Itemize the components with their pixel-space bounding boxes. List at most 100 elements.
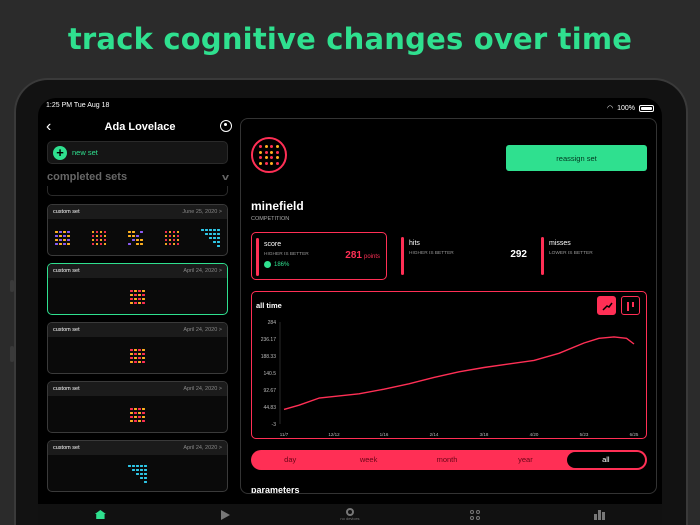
wifi-icon: ◠ <box>606 105 614 112</box>
minefield-mini-icon <box>130 348 145 364</box>
change-percent: 186% <box>274 261 290 268</box>
grid-test-icon <box>55 230 70 246</box>
tab-bar: no devices <box>38 504 662 525</box>
profile-icon[interactable] <box>220 120 232 132</box>
y-tick-label: 92.67 <box>263 388 276 394</box>
score-unit: points <box>363 254 380 260</box>
score-value: 281 <box>345 250 362 261</box>
stat-subtitle: LOWER IS BETTER <box>549 251 593 256</box>
set-card[interactable]: custom set April 24, 2020 > <box>47 381 228 433</box>
set-date: April 24, 2020 > <box>183 268 222 274</box>
tab-stats[interactable] <box>580 509 620 520</box>
stat-accent-bar <box>401 237 404 275</box>
set-date: June 25, 2020 > <box>182 209 222 215</box>
range-tab-all[interactable]: all <box>566 452 646 468</box>
y-tick-label: 188.33 <box>261 354 277 360</box>
battery-icon <box>639 104 654 112</box>
chevron-down-icon: v <box>221 172 230 182</box>
set-card[interactable]: custom set April 24, 2020 > <box>47 440 228 492</box>
hits-value: 292 <box>510 249 527 260</box>
triangle-test-icon <box>201 228 220 248</box>
range-tab-week[interactable]: week <box>359 455 378 464</box>
range-tab-year[interactable]: year <box>518 455 533 464</box>
minefield-test-icon <box>251 137 287 173</box>
stat-label: hits <box>409 240 420 247</box>
tab-devices[interactable]: no devices <box>330 508 370 521</box>
status-time: 1:25 PM Tue Aug 18 <box>46 102 110 109</box>
checker-test-icon <box>91 230 107 246</box>
score-stat[interactable]: score HIGHER IS BETTER 186% 281 points <box>251 232 387 280</box>
score-series-line <box>283 336 635 411</box>
devices-label: no devices <box>340 516 360 521</box>
play-icon <box>220 509 230 520</box>
set-card[interactable]: custom set June 25, 2020 > <box>47 204 228 256</box>
x-tick-label: 12/12 <box>328 432 340 437</box>
completed-sets-header[interactable]: completed sets v <box>47 171 230 183</box>
sidebar-nav: ‹ Ada Lovelace <box>46 118 234 136</box>
set-card-selected[interactable]: custom set April 24, 2020 > <box>47 263 228 315</box>
range-tab-day[interactable]: day <box>284 455 297 464</box>
test-type: COMPETITION <box>251 216 290 222</box>
y-tick-label: 236.17 <box>261 337 277 343</box>
stat-change: 186% <box>264 261 289 268</box>
hits-stat[interactable]: hits HIGHER IS BETTER 292 <box>401 232 531 280</box>
reassign-set-button[interactable]: reassign set <box>506 145 647 171</box>
set-card[interactable]: custom set April 24, 2020 > <box>47 322 228 374</box>
back-chevron-icon[interactable]: ‹ <box>46 118 52 135</box>
x-tick-label: 3/18 <box>480 432 489 437</box>
minefield-icon <box>259 145 279 165</box>
minefield-mini-icon <box>164 230 180 246</box>
parameters-heading: parameters <box>251 485 300 494</box>
set-name: custom set <box>53 268 80 274</box>
tests-grid-icon <box>469 509 480 520</box>
set-detail-panel: reassign set minefield COMPETITION score… <box>240 118 657 494</box>
x-tick-label: 1/16 <box>380 432 389 437</box>
tab-home[interactable] <box>80 510 120 519</box>
set-date: April 24, 2020 > <box>183 445 222 451</box>
blocks-test-icon <box>128 230 143 246</box>
partial-set-card <box>47 186 228 196</box>
tab-tests[interactable] <box>455 509 495 520</box>
section-title: completed sets <box>47 171 128 183</box>
trend-up-icon <box>264 261 271 268</box>
set-name: custom set <box>53 386 80 392</box>
set-name: custom set <box>53 445 80 451</box>
stat-subtitle: HIGHER IS BETTER <box>409 251 454 256</box>
line-chart: 284 236.17 188.33 140.5 92.67 44.83 -311/7 12/1… <box>261 320 639 437</box>
y-tick-label: 284 <box>268 320 277 326</box>
home-icon <box>94 510 106 519</box>
new-set-button[interactable]: + new set <box>47 141 228 164</box>
battery-percent: 100% <box>617 104 635 112</box>
set-name: custom set <box>53 209 80 215</box>
patient-name: Ada Lovelace <box>104 121 176 133</box>
stat-label: score <box>264 241 282 248</box>
time-range-selector: day week month year all <box>251 450 647 470</box>
sidebar: ‹ Ada Lovelace + new set completed sets … <box>38 114 234 504</box>
stat-subtitle: HIGHER IS BETTER <box>264 252 309 257</box>
new-set-label: new set <box>72 148 98 157</box>
device-button <box>10 280 14 292</box>
plus-icon: + <box>53 145 67 160</box>
tab-play[interactable] <box>205 509 245 520</box>
set-date: April 24, 2020 > <box>183 386 222 392</box>
stat-label: misses <box>549 240 571 247</box>
y-tick-label: -3 <box>272 422 277 428</box>
stat-accent-bar <box>256 238 259 276</box>
misses-stat[interactable]: misses LOWER IS BETTER <box>541 232 656 280</box>
y-tick-label: 44.83 <box>263 405 276 411</box>
minefield-mini-icon <box>130 407 145 423</box>
app-screen: 1:25 PM Tue Aug 18 ◠ 100% ‹ Ada Lovelace… <box>38 98 662 525</box>
minefield-mini-icon <box>130 289 145 305</box>
score-chart: all time 284 236.17 188.33 140.5 92.67 44.83 -… <box>251 291 647 439</box>
range-tab-month[interactable]: month <box>436 455 458 464</box>
line-chart-icon <box>602 302 613 311</box>
status-bar: 1:25 PM Tue Aug 18 ◠ 100% <box>46 102 654 114</box>
triangle-test-icon <box>128 464 147 484</box>
y-tick-label: 140.5 <box>263 371 276 377</box>
chart-title: all time <box>256 301 282 310</box>
bar-chart-toggle[interactable] <box>621 296 640 315</box>
bar-chart-icon <box>627 302 634 311</box>
line-chart-toggle[interactable] <box>597 296 616 315</box>
x-tick-label: 4/20 <box>530 432 539 437</box>
x-tick-label: 11/7 <box>280 432 289 437</box>
